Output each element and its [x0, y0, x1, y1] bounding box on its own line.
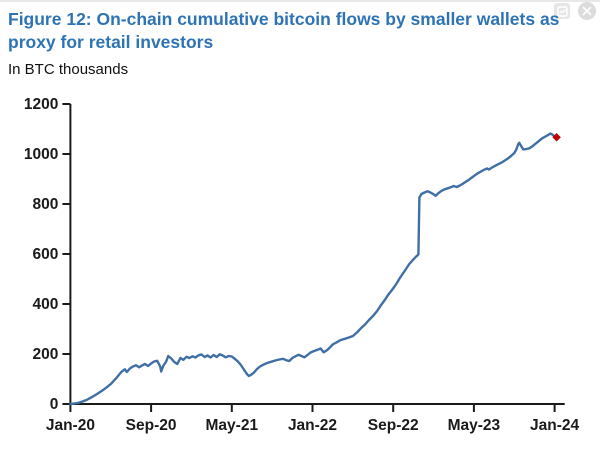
figure-title-line1: Figure 12: On-chain cumulative bitcoin f… [8, 9, 560, 29]
figure-title: Figure 12: On-chain cumulative bitcoin f… [8, 8, 560, 54]
x-tick-label: Jan-20 [46, 417, 95, 434]
close-icon [578, 2, 596, 20]
top-divider [0, 0, 600, 2]
y-tick-label: 1000 [24, 146, 58, 163]
y-tick-label: 400 [33, 296, 59, 313]
series-line [69, 132, 558, 406]
figure-title-line2: proxy for retail investors [8, 32, 214, 52]
window-controls [553, 2, 596, 20]
x-tick-label: Jan-24 [530, 417, 579, 434]
close-button[interactable] [578, 2, 596, 20]
chart-area: 0 200 400 600 800 1000 1200 Jan-20 Sep-20 May-21 J… [0, 84, 600, 448]
line-chart: 0 200 400 600 800 1000 1200 Jan-20 Sep-20 May-21 J… [24, 96, 580, 434]
x-tick-label: May-23 [448, 417, 501, 434]
y-tick-label: 0 [50, 396, 59, 413]
x-tick-label: Sep-20 [126, 417, 177, 434]
export-image-button[interactable] [553, 2, 571, 20]
x-tick-label: Jan-22 [288, 417, 337, 434]
figure-header: Figure 12: On-chain cumulative bitcoin f… [8, 8, 560, 79]
x-tick-label: May-21 [206, 417, 259, 434]
y-tick-label: 200 [33, 346, 59, 363]
export-image-icon [554, 3, 570, 19]
x-tick-label: Sep-22 [368, 417, 419, 434]
y-tick-label: 600 [33, 246, 59, 263]
end-point-marker [552, 133, 561, 142]
y-tick-label: 1200 [24, 96, 58, 113]
y-tick-label: 800 [33, 196, 59, 213]
figure-subtitle: In BTC thousands [8, 61, 129, 78]
